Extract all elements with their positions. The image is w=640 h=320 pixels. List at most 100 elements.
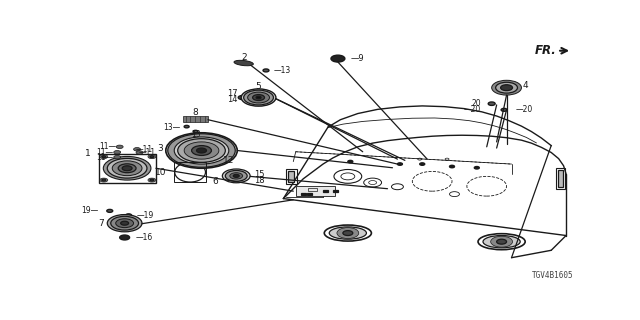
- Circle shape: [331, 55, 345, 62]
- Circle shape: [184, 125, 189, 128]
- Circle shape: [495, 82, 518, 93]
- Text: 20: 20: [471, 99, 481, 108]
- Circle shape: [488, 102, 495, 105]
- Text: —13: —13: [273, 66, 291, 75]
- Text: 13: 13: [191, 130, 200, 139]
- Circle shape: [224, 153, 229, 156]
- Circle shape: [222, 169, 250, 183]
- Circle shape: [174, 137, 229, 164]
- Circle shape: [191, 146, 211, 156]
- Ellipse shape: [234, 60, 253, 66]
- Bar: [301, 193, 306, 195]
- Circle shape: [497, 239, 507, 244]
- Bar: [296, 186, 335, 196]
- Bar: [556, 168, 565, 189]
- Circle shape: [343, 231, 353, 236]
- Bar: [323, 190, 328, 192]
- Circle shape: [500, 85, 513, 91]
- Circle shape: [107, 209, 113, 212]
- Text: 4: 4: [523, 81, 528, 90]
- Text: 17: 17: [227, 89, 237, 98]
- Circle shape: [125, 214, 132, 217]
- Text: TGV4B1605: TGV4B1605: [532, 271, 573, 280]
- Circle shape: [449, 165, 454, 168]
- Text: 2: 2: [241, 53, 246, 62]
- Text: 12: 12: [223, 156, 234, 165]
- Text: —20: —20: [515, 105, 532, 114]
- Circle shape: [491, 236, 513, 247]
- Circle shape: [501, 108, 507, 111]
- Text: —9: —9: [350, 54, 364, 63]
- Circle shape: [397, 163, 403, 165]
- Circle shape: [111, 216, 138, 230]
- Bar: [308, 188, 317, 191]
- Circle shape: [337, 228, 359, 238]
- Circle shape: [238, 96, 246, 100]
- Circle shape: [193, 130, 198, 133]
- Circle shape: [256, 96, 261, 99]
- Circle shape: [348, 160, 353, 163]
- Text: 18: 18: [253, 176, 264, 185]
- Circle shape: [136, 151, 143, 154]
- Circle shape: [233, 174, 239, 177]
- Bar: [307, 193, 312, 195]
- Circle shape: [225, 171, 247, 181]
- Circle shape: [116, 145, 123, 148]
- Text: 19—: 19—: [81, 206, 99, 215]
- Text: —16: —16: [136, 233, 153, 242]
- Circle shape: [148, 155, 156, 159]
- Circle shape: [474, 166, 479, 169]
- Circle shape: [103, 156, 151, 180]
- Circle shape: [116, 219, 134, 228]
- Circle shape: [263, 69, 269, 72]
- Circle shape: [244, 90, 273, 105]
- Circle shape: [108, 215, 142, 232]
- Circle shape: [168, 134, 236, 167]
- Circle shape: [120, 235, 129, 240]
- Circle shape: [150, 156, 154, 158]
- Circle shape: [100, 155, 108, 159]
- Text: 7: 7: [98, 219, 104, 228]
- Text: —19: —19: [137, 211, 154, 220]
- Circle shape: [184, 142, 219, 159]
- Circle shape: [114, 156, 121, 159]
- Circle shape: [118, 164, 136, 173]
- Text: —11: —11: [136, 145, 153, 154]
- Text: —11: —11: [138, 148, 156, 157]
- Bar: [99, 154, 156, 182]
- Circle shape: [114, 150, 121, 154]
- Circle shape: [112, 161, 142, 176]
- Ellipse shape: [483, 236, 520, 248]
- Circle shape: [108, 158, 147, 178]
- Text: 8: 8: [193, 108, 198, 117]
- Text: 1: 1: [85, 149, 91, 158]
- Text: 14: 14: [227, 95, 237, 104]
- Circle shape: [100, 178, 108, 182]
- Circle shape: [241, 89, 276, 106]
- Text: 6: 6: [212, 177, 218, 186]
- Ellipse shape: [329, 227, 367, 239]
- Circle shape: [150, 179, 154, 181]
- Circle shape: [231, 180, 236, 182]
- Circle shape: [102, 179, 106, 181]
- Circle shape: [248, 92, 269, 103]
- Circle shape: [102, 156, 106, 158]
- Text: 15: 15: [253, 170, 264, 179]
- Bar: [333, 190, 338, 192]
- Circle shape: [230, 173, 243, 179]
- Text: FR.: FR.: [534, 44, 556, 57]
- Circle shape: [492, 80, 522, 95]
- Bar: [288, 171, 294, 182]
- Circle shape: [121, 221, 129, 225]
- Bar: [557, 170, 563, 188]
- Bar: [286, 169, 297, 184]
- Text: 5: 5: [256, 82, 261, 91]
- Bar: [174, 162, 207, 182]
- Text: 11—: 11—: [96, 153, 113, 162]
- Text: 13—: 13—: [163, 123, 180, 132]
- Circle shape: [166, 133, 237, 168]
- Circle shape: [148, 178, 156, 182]
- Text: 11—: 11—: [96, 148, 113, 157]
- Circle shape: [253, 95, 264, 100]
- Text: —20: —20: [463, 105, 481, 114]
